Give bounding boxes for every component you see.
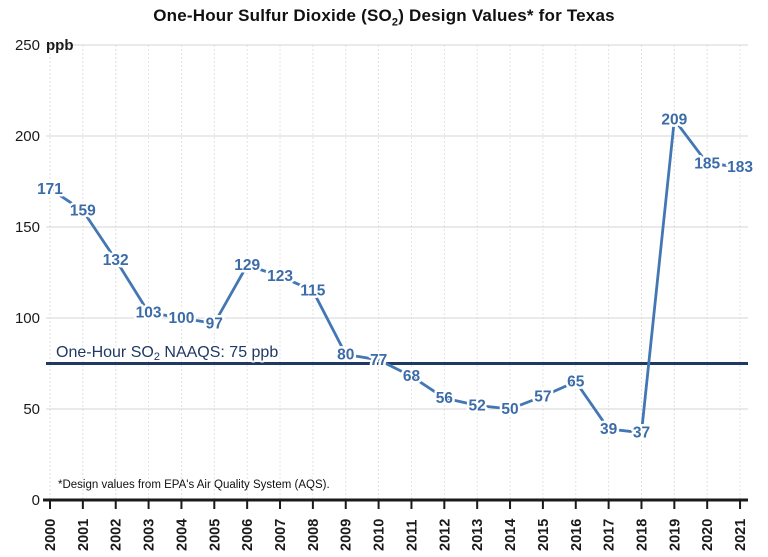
svg-text:2006: 2006: [240, 519, 256, 551]
svg-text:200: 200: [15, 128, 40, 145]
svg-text:2016: 2016: [569, 519, 585, 551]
svg-text:2012: 2012: [437, 519, 453, 551]
svg-text:2015: 2015: [536, 519, 552, 551]
data-label: 103: [136, 305, 162, 322]
data-label: 123: [267, 268, 293, 285]
data-labels: 171 159 132 103 100 97 129 123 115 80 77 68 56 52 50 57…: [35, 109, 756, 444]
chart-title-subscript: 2: [391, 16, 399, 29]
chart-title-text: One-Hour Sulfur Dioxide (SO: [153, 6, 392, 25]
svg-text:2009: 2009: [339, 519, 355, 551]
data-label: 183: [727, 159, 753, 176]
y-axis-tick-labels: 0 50 100 150 200 250: [15, 37, 40, 509]
svg-text:2002: 2002: [109, 519, 125, 551]
data-label: 97: [206, 315, 223, 332]
svg-text:100: 100: [15, 310, 40, 327]
svg-text:0: 0: [32, 492, 40, 509]
svg-text:250: 250: [15, 37, 40, 54]
svg-text:150: 150: [15, 219, 40, 236]
svg-text:2020: 2020: [700, 519, 716, 551]
x-axis-year-labels: 2000 2001 2002 2003 2004 2005 2006 2007 2008 2009…: [43, 519, 749, 551]
svg-text:2008: 2008: [306, 519, 322, 551]
so2-series-line: [48, 118, 742, 435]
x-axis: [43, 498, 748, 509]
svg-text:2017: 2017: [602, 519, 618, 551]
data-label: 57: [534, 388, 551, 405]
data-label: 37: [633, 425, 650, 442]
data-label: 50: [501, 401, 518, 418]
svg-text:2003: 2003: [142, 519, 158, 551]
svg-text:2007: 2007: [273, 519, 289, 551]
svg-text:2000: 2000: [43, 519, 59, 551]
data-label: 100: [169, 310, 195, 327]
svg-text:2021: 2021: [733, 519, 749, 551]
svg-text:2018: 2018: [634, 519, 650, 551]
data-label: 56: [436, 390, 454, 407]
data-label: 129: [234, 257, 260, 274]
chart-title: One-Hour Sulfur Dioxide (SO2) Design Val…: [0, 6, 768, 28]
naaqs-line-label: One-Hour SO2 NAAQS: 75 ppb: [56, 344, 278, 363]
gridlines: [46, 44, 748, 500]
chart-footnote: *Design values from EPA's Air Quality Sy…: [58, 479, 330, 491]
svg-text:2019: 2019: [667, 519, 683, 551]
data-label: 65: [567, 374, 585, 391]
svg-text:2010: 2010: [372, 519, 388, 551]
data-label: 171: [37, 181, 63, 198]
svg-text:2005: 2005: [207, 519, 223, 551]
data-label: 52: [469, 397, 486, 414]
y-axis-unit-label: ppb: [46, 37, 74, 54]
data-label: 132: [103, 252, 129, 269]
data-label: 80: [337, 346, 354, 363]
data-label: 39: [600, 421, 618, 438]
svg-text:2004: 2004: [174, 519, 190, 551]
data-label: 209: [661, 112, 687, 129]
data-label: 77: [370, 352, 387, 369]
chart-title-text-end: ) Design Values* for Texas: [398, 6, 615, 25]
svg-text:2011: 2011: [404, 520, 420, 551]
data-label: 159: [70, 203, 96, 220]
svg-text:2001: 2001: [76, 519, 92, 551]
svg-text:50: 50: [23, 401, 40, 418]
svg-text:2013: 2013: [470, 519, 486, 551]
data-label: 185: [694, 155, 720, 172]
data-label: 68: [403, 368, 421, 385]
data-label: 115: [300, 283, 325, 300]
svg-text:2014: 2014: [503, 519, 519, 551]
